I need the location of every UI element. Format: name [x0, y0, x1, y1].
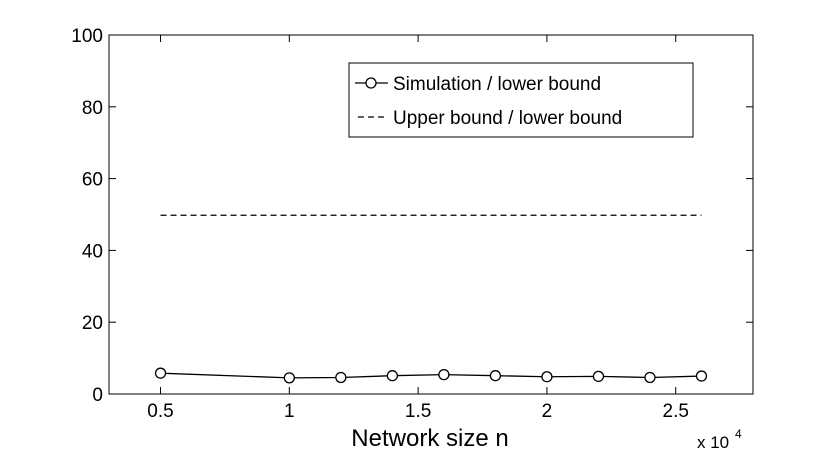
- data-point-simulation: [335, 371, 347, 384]
- x-multiplier-base: x 10: [697, 433, 729, 452]
- x-axis-multiplier: x 10 4: [697, 427, 742, 452]
- data-point-simulation: [283, 372, 295, 384]
- y-tick-label: 0: [92, 385, 103, 406]
- axis-ticks: [109, 34, 753, 395]
- x-tick-label: 0.5: [147, 401, 173, 422]
- x-tick-label: 2.5: [663, 401, 689, 422]
- data-point-simulation: [541, 371, 553, 383]
- axis-tick-labels: 0.5 1 1.5 2 2.5 0 20 40 60 80 100: [71, 26, 689, 422]
- data-point-simulation: [695, 370, 708, 382]
- data-point-simulation: [644, 371, 656, 384]
- x-axis-label: Network size n: [351, 425, 508, 452]
- data-point-simulation: [154, 367, 167, 379]
- y-tick-label: 40: [82, 241, 103, 262]
- data-point-simulation: [386, 370, 399, 382]
- legend-marker-simulation: [365, 77, 377, 89]
- data-point-simulation: [489, 370, 502, 382]
- legend: Simulation / lower bound Upper bound / l…: [348, 62, 694, 138]
- y-tick-label: 100: [71, 26, 103, 47]
- y-tick-label: 20: [82, 313, 103, 334]
- legend-label-simulation: Simulation / lower bound: [393, 74, 601, 95]
- x-tick-label: 2: [542, 401, 553, 422]
- data-point-simulation: [592, 370, 605, 383]
- legend-label-upper-bound: Upper bound / lower bound: [393, 108, 622, 129]
- data-point-simulation: [438, 368, 450, 381]
- y-tick-label: 60: [82, 170, 103, 191]
- x-tick-label: 1: [284, 401, 295, 422]
- legend-box: [348, 62, 694, 138]
- y-tick-label: 80: [82, 98, 103, 119]
- series-layer: [154, 214, 708, 384]
- x-tick-label: 1.5: [405, 401, 431, 422]
- series-line-simulation: [160, 372, 702, 379]
- x-multiplier-exponent: 4: [735, 427, 742, 441]
